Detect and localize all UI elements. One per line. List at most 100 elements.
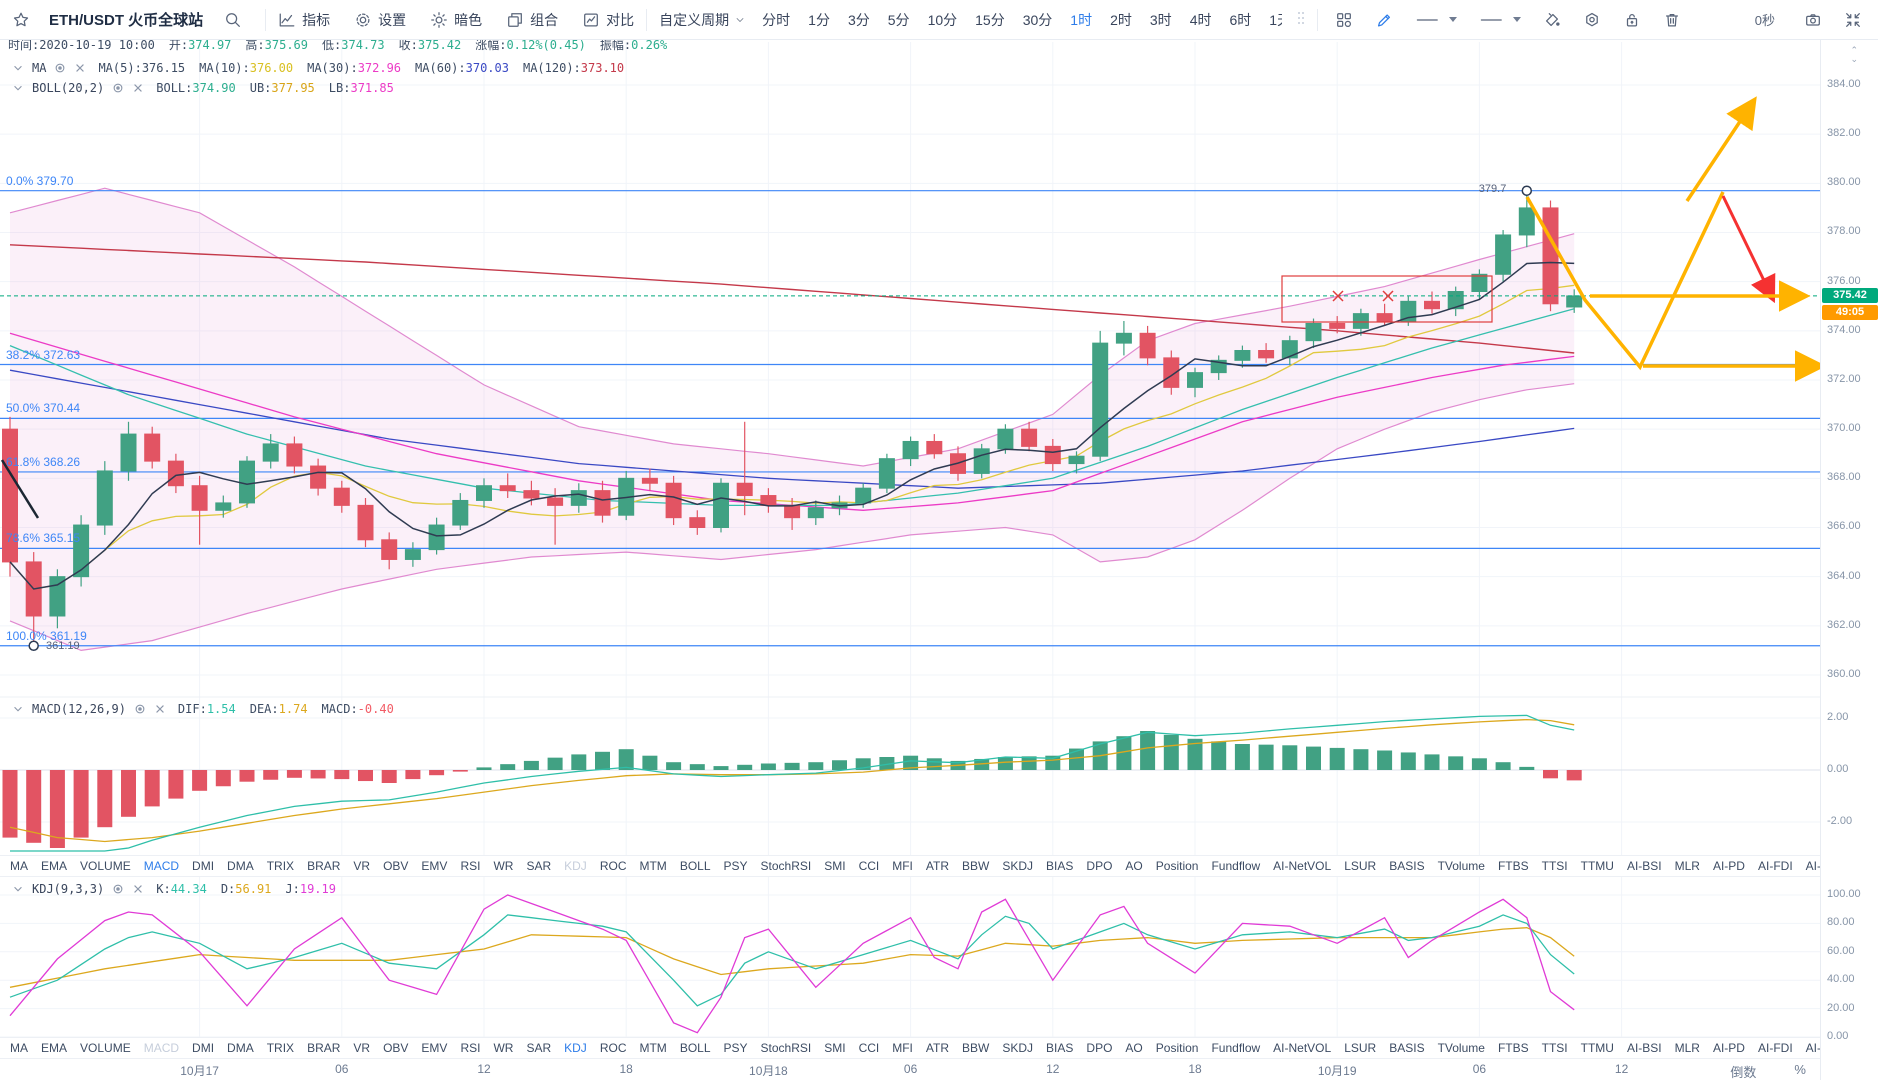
tab-OBV[interactable]: OBV: [383, 859, 409, 873]
tab-MTM[interactable]: MTM: [639, 859, 667, 873]
tab-MACD[interactable]: MACD: [143, 1041, 180, 1055]
tab-EMA[interactable]: EMA: [41, 1041, 68, 1055]
tab-BBW[interactable]: BBW: [962, 859, 990, 873]
favorite-star-icon[interactable]: [12, 11, 30, 29]
drawing-yellow-zigzag[interactable]: [1525, 191, 1725, 371]
period-tab-4时[interactable]: 4时: [1189, 11, 1212, 28]
tab-EMV[interactable]: EMV: [421, 859, 448, 873]
tab-Fundflow[interactable]: Fundflow: [1211, 859, 1261, 873]
tab-VOLUME[interactable]: VOLUME: [80, 1041, 131, 1055]
tab-ATR[interactable]: ATR: [925, 859, 950, 873]
tab-StochRSI[interactable]: StochRSI: [760, 859, 812, 873]
tab-SMI[interactable]: SMI: [824, 1041, 846, 1055]
drag-handle-icon[interactable]: [1297, 11, 1305, 28]
line-style-2-icon[interactable]: [1479, 11, 1522, 29]
tab-LSUR[interactable]: LSUR: [1344, 859, 1377, 873]
search-icon[interactable]: [224, 11, 242, 29]
collapse-chevron-icon[interactable]: [12, 82, 24, 94]
tab-AI-FDI[interactable]: AI-FDI: [1757, 859, 1793, 873]
tab-TTMU[interactable]: TTMU: [1580, 1041, 1614, 1055]
tab-SAR[interactable]: SAR: [526, 859, 552, 873]
tab-AO[interactable]: AO: [1125, 859, 1143, 873]
tab-VR[interactable]: VR: [353, 1041, 371, 1055]
period-tab-2时[interactable]: 2时: [1110, 11, 1132, 28]
paint-bucket-icon[interactable]: [1543, 11, 1561, 29]
percent-toggle[interactable]: %: [1794, 1062, 1806, 1077]
menu-layout-combo[interactable]: 组合: [506, 10, 558, 30]
tab-PSY[interactable]: PSY: [723, 1041, 748, 1055]
tab-BBW[interactable]: BBW: [962, 1041, 990, 1055]
period-tab-分时[interactable]: 分时: [762, 11, 791, 28]
custom-period-dropdown[interactable]: 自定义周期: [659, 10, 745, 30]
tab-VOLUME[interactable]: VOLUME: [80, 859, 131, 873]
tab-ATR[interactable]: ATR: [925, 1041, 950, 1055]
tab-TTSI[interactable]: TTSI: [1541, 859, 1568, 873]
menu-indicators[interactable]: 指标: [278, 10, 330, 30]
tab-EMV[interactable]: EMV: [421, 1041, 448, 1055]
tab-DMA[interactable]: DMA: [227, 1041, 254, 1055]
tab-AI-FDI[interactable]: AI-FDI: [1757, 1041, 1793, 1055]
drawing-red-box[interactable]: [1281, 275, 1493, 323]
collapse-chevron-icon[interactable]: [12, 62, 24, 74]
tab-SAR[interactable]: SAR: [526, 1041, 552, 1055]
period-tab-30分[interactable]: 30分: [1022, 11, 1053, 28]
tab-MA[interactable]: MA: [10, 859, 28, 873]
close-icon[interactable]: [132, 883, 144, 895]
trash-icon[interactable]: [1663, 11, 1681, 29]
symbol-title[interactable]: ETH/USDT 火币全球站: [49, 12, 204, 29]
tab-LSUR[interactable]: LSUR: [1344, 1041, 1377, 1055]
menu-settings[interactable]: 设置: [354, 10, 406, 30]
period-tab-3时[interactable]: 3时: [1149, 11, 1172, 28]
tab-AI-BSI[interactable]: AI-BSI: [1626, 1041, 1662, 1055]
tab-MFI[interactable]: MFI: [892, 859, 913, 873]
tab-MFI[interactable]: MFI: [892, 1041, 913, 1055]
tab-DMA[interactable]: DMA: [227, 859, 254, 873]
period-tab-1时[interactable]: 1时: [1070, 11, 1093, 28]
settings-icon[interactable]: [112, 883, 124, 895]
tab-RSI[interactable]: RSI: [460, 1041, 481, 1055]
tab-SMI[interactable]: SMI: [824, 859, 846, 873]
tab-Fundflow[interactable]: Fundflow: [1211, 1041, 1261, 1055]
nut-icon[interactable]: [1583, 11, 1601, 29]
menu-compare[interactable]: 对比: [582, 10, 634, 30]
tab-TTMU[interactable]: TTMU: [1580, 859, 1614, 873]
tab-MACD[interactable]: MACD: [143, 859, 180, 873]
tab-DMI[interactable]: DMI: [192, 859, 215, 873]
tab-BASIS[interactable]: BASIS: [1389, 859, 1425, 873]
tab-RSI[interactable]: RSI: [460, 859, 481, 873]
period-tab-1天[interactable]: 1天: [1269, 11, 1282, 28]
tab-DMI[interactable]: DMI: [192, 1041, 215, 1055]
tab-PSY[interactable]: PSY: [723, 859, 748, 873]
drawing-up-arrow[interactable]: [1685, 96, 1757, 202]
countdown-toggle[interactable]: 倒数: [1730, 1065, 1757, 1080]
drawing-trendline[interactable]: [0, 459, 40, 519]
settings-icon[interactable]: [134, 703, 146, 715]
tab-BOLL[interactable]: BOLL: [679, 859, 711, 873]
tab-ROC[interactable]: ROC: [599, 1041, 627, 1055]
tab-AI-NetVOL[interactable]: AI-NetVOL: [1273, 1041, 1332, 1055]
tab-OBV[interactable]: OBV: [383, 1041, 409, 1055]
tab-TVolume[interactable]: TVolume: [1437, 1041, 1485, 1055]
camera-icon[interactable]: [1804, 11, 1822, 29]
close-icon[interactable]: [154, 703, 166, 715]
tab-AI-PD[interactable]: AI-PD: [1712, 859, 1745, 873]
tab-WR[interactable]: WR: [493, 1041, 514, 1055]
tab-TRIX[interactable]: TRIX: [266, 1041, 295, 1055]
tab-AI-LI[interactable]: AI-LI: [1805, 859, 1820, 873]
pencil-icon[interactable]: [1375, 11, 1393, 29]
price-axis[interactable]: ⌃ ⌄ 384.00 382.00 380.00 378.00 376.00 374.00 3…: [1820, 40, 1878, 1080]
tab-KDJ[interactable]: KDJ: [564, 859, 587, 873]
tab-AI-NetVOL[interactable]: AI-NetVOL: [1273, 859, 1332, 873]
tab-BRAR[interactable]: BRAR: [307, 859, 341, 873]
tab-KDJ[interactable]: KDJ: [564, 1041, 587, 1055]
tab-DPO[interactable]: DPO: [1086, 859, 1113, 873]
tab-Position[interactable]: Position: [1155, 1041, 1199, 1055]
drawing-red-arrow[interactable]: [1721, 195, 1776, 304]
settings-icon[interactable]: [112, 82, 124, 94]
tab-FTBS[interactable]: FTBS: [1497, 1041, 1529, 1055]
tab-StochRSI[interactable]: StochRSI: [760, 1041, 812, 1055]
period-tab-15分[interactable]: 15分: [975, 11, 1005, 28]
tab-BRAR[interactable]: BRAR: [307, 1041, 341, 1055]
tab-BOLL[interactable]: BOLL: [679, 1041, 711, 1055]
